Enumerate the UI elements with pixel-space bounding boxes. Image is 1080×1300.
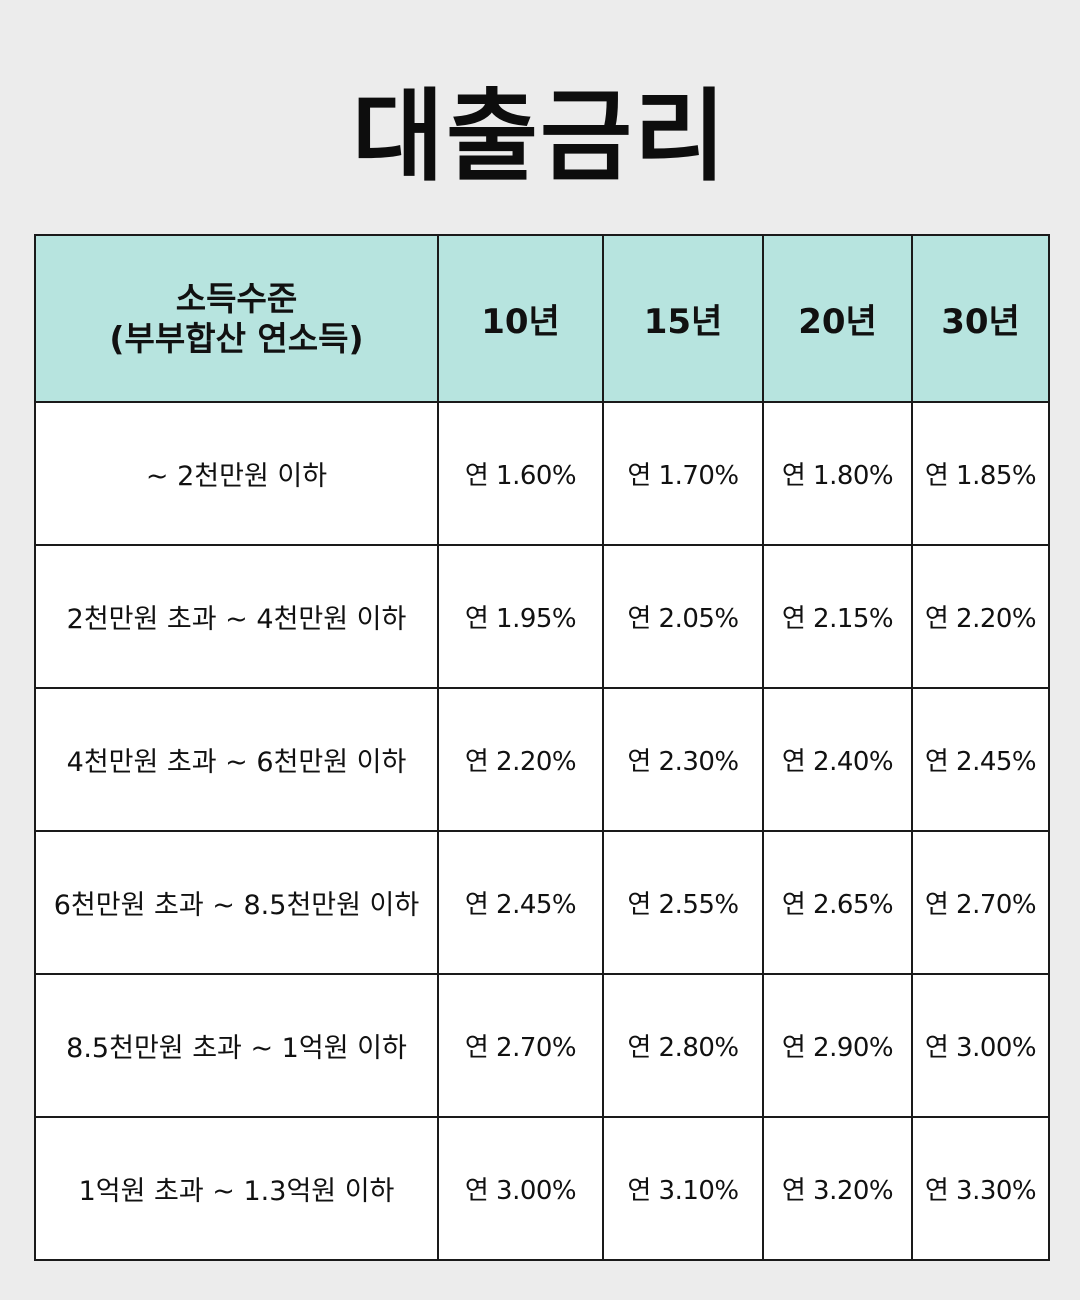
rate-cell: 연 3.00% [911,973,1050,1118]
table-row: 8.5천만원 초과 ~ 1억원 이하 연 2.70% 연 2.80% 연 2.9… [34,973,1050,1118]
rate-cell: 연 3.10% [602,1116,764,1261]
rate-cell: 연 2.70% [911,830,1050,975]
table-row: 4천만원 초과 ~ 6천만원 이하 연 2.20% 연 2.30% 연 2.40… [34,687,1050,832]
rate-cell: 연 1.60% [437,401,604,546]
rate-cell: 연 2.40% [762,687,913,832]
rate-cell: 연 2.20% [437,687,604,832]
header-term-20y: 20년 [762,234,913,403]
rate-cell: 연 1.70% [602,401,764,546]
rate-cell: 연 3.00% [437,1116,604,1261]
income-cell: 1억원 초과 ~ 1.3억원 이하 [34,1116,439,1261]
rate-cell: 연 2.15% [762,544,913,689]
rate-cell: 연 2.20% [911,544,1050,689]
rate-cell: 연 2.70% [437,973,604,1118]
rate-cell: 연 2.55% [602,830,764,975]
rate-cell: 연 2.65% [762,830,913,975]
income-cell: 6천만원 초과 ~ 8.5천만원 이하 [34,830,439,975]
rate-cell: 연 2.80% [602,973,764,1118]
table-header-row: 소득수준 (부부합산 연소득) 10년 15년 20년 30년 [34,234,1050,403]
header-income-line1: 소득수준 [175,278,298,318]
header-term-30y: 30년 [911,234,1050,403]
rate-cell: 연 1.95% [437,544,604,689]
income-cell: 2천만원 초과 ~ 4천만원 이하 [34,544,439,689]
header-term-15y: 15년 [602,234,764,403]
table-row: 6천만원 초과 ~ 8.5천만원 이하 연 2.45% 연 2.55% 연 2.… [34,830,1050,975]
rate-cell: 연 2.05% [602,544,764,689]
table-row: 1억원 초과 ~ 1.3억원 이하 연 3.00% 연 3.10% 연 3.20… [34,1116,1050,1261]
rate-cell: 연 2.45% [437,830,604,975]
table-row: 2천만원 초과 ~ 4천만원 이하 연 1.95% 연 2.05% 연 2.15… [34,544,1050,689]
rate-cell: 연 2.45% [911,687,1050,832]
income-cell: ~ 2천만원 이하 [34,401,439,546]
header-term-10y: 10년 [437,234,604,403]
rate-cell: 연 1.85% [911,401,1050,546]
page-title: 대출금리 [352,78,728,195]
rate-cell: 연 3.30% [911,1116,1050,1261]
rate-cell: 연 2.30% [602,687,764,832]
header-income-level: 소득수준 (부부합산 연소득) [34,234,439,403]
rate-cell: 연 2.90% [762,973,913,1118]
income-cell: 8.5천만원 초과 ~ 1억원 이하 [34,973,439,1118]
rate-cell: 연 3.20% [762,1116,913,1261]
header-income-line2: (부부합산 연소득) [109,318,364,358]
rate-cell: 연 1.80% [762,401,913,546]
loan-rate-table: 소득수준 (부부합산 연소득) 10년 15년 20년 30년 ~ 2천만원 이… [34,234,1050,1261]
income-cell: 4천만원 초과 ~ 6천만원 이하 [34,687,439,832]
table-row: ~ 2천만원 이하 연 1.60% 연 1.70% 연 1.80% 연 1.85… [34,401,1050,546]
